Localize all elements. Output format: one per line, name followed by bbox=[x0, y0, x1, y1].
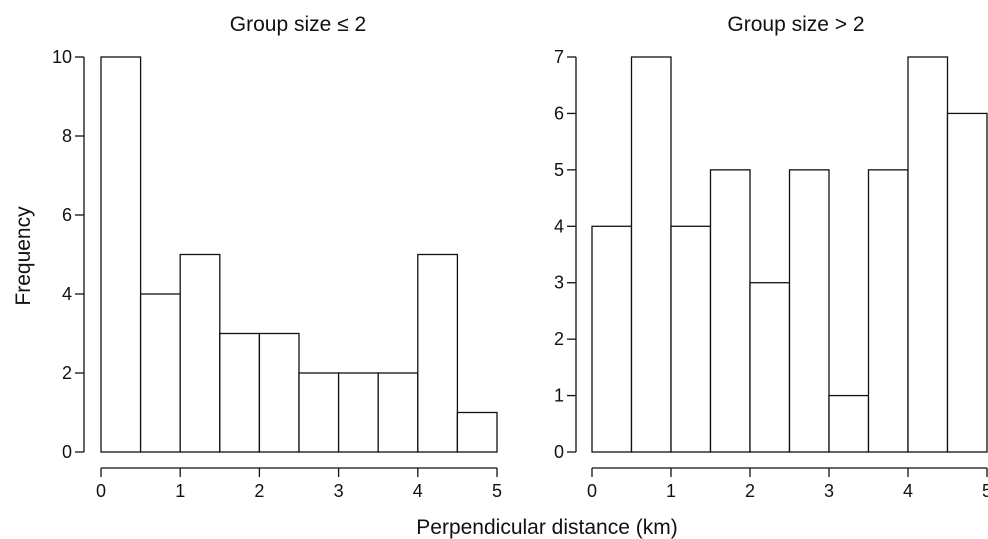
y-tick-label: 4 bbox=[62, 284, 72, 304]
y-tick-label: 1 bbox=[554, 386, 564, 406]
y-tick-label: 2 bbox=[554, 329, 564, 349]
histogram-bar bbox=[709, 169, 751, 453]
y-axis-label: Frequency bbox=[12, 206, 35, 306]
chart-title: Group size > 2 bbox=[727, 13, 864, 36]
x-tick-label: 0 bbox=[96, 481, 106, 501]
histogram-bar bbox=[258, 332, 300, 453]
histogram-bar bbox=[670, 225, 712, 453]
histogram-bar bbox=[219, 332, 261, 453]
x-tick-label: 4 bbox=[413, 481, 423, 501]
panel-group-size-gt-2: Group size > 2 0 1 2 3 4 5 6 7 0 1 2 3 4 5 bbox=[554, 13, 988, 501]
x-tick-label: 1 bbox=[666, 481, 676, 501]
x-tick-label: 5 bbox=[492, 481, 502, 501]
histogram-bar bbox=[630, 56, 672, 453]
x-tick-label: 5 bbox=[982, 481, 988, 501]
y-tick-label: 8 bbox=[62, 126, 72, 146]
y-tick-label: 10 bbox=[52, 47, 72, 67]
y-tick-label: 7 bbox=[554, 47, 564, 67]
histogram-bar bbox=[788, 169, 830, 453]
histogram-bar bbox=[377, 372, 419, 453]
x-tick-label: 1 bbox=[175, 481, 185, 501]
histogram-bar bbox=[417, 253, 459, 453]
histogram-bar bbox=[591, 225, 633, 453]
x-axis-label: Perpendicular distance (km) bbox=[416, 516, 677, 539]
histogram-bar bbox=[867, 169, 909, 453]
y-tick-label: 4 bbox=[554, 216, 564, 236]
x-tick-label: 3 bbox=[334, 481, 344, 501]
y-tick-label: 5 bbox=[554, 160, 564, 180]
histogram-bar bbox=[298, 372, 340, 453]
x-tick-label: 3 bbox=[824, 481, 834, 501]
histogram-bar bbox=[828, 394, 870, 453]
histogram-bar bbox=[749, 282, 791, 453]
histogram-bar bbox=[907, 56, 949, 453]
histogram-bar bbox=[100, 56, 142, 453]
chart-title: Group size ≤ 2 bbox=[230, 13, 366, 36]
panel-group-size-le-2: Group size ≤ 2 Frequency 0 2 4 6 8 10 0 1 2 3 4 5 bbox=[12, 13, 502, 501]
histogram-bar bbox=[456, 411, 498, 453]
y-tick-label: 0 bbox=[554, 442, 564, 462]
y-tick-label: 6 bbox=[62, 205, 72, 225]
y-tick-label: 2 bbox=[62, 363, 72, 383]
x-tick-label: 4 bbox=[903, 481, 913, 501]
histogram-bar bbox=[179, 253, 221, 453]
x-tick-label: 2 bbox=[254, 481, 264, 501]
y-tick-label: 6 bbox=[554, 103, 564, 123]
y-tick-label: 3 bbox=[554, 273, 564, 293]
x-tick-label: 2 bbox=[745, 481, 755, 501]
histogram-bar bbox=[946, 112, 988, 453]
y-tick-label: 0 bbox=[62, 442, 72, 462]
histogram-bar bbox=[139, 293, 181, 453]
x-tick-label: 0 bbox=[587, 481, 597, 501]
histogram-bar bbox=[337, 372, 379, 453]
